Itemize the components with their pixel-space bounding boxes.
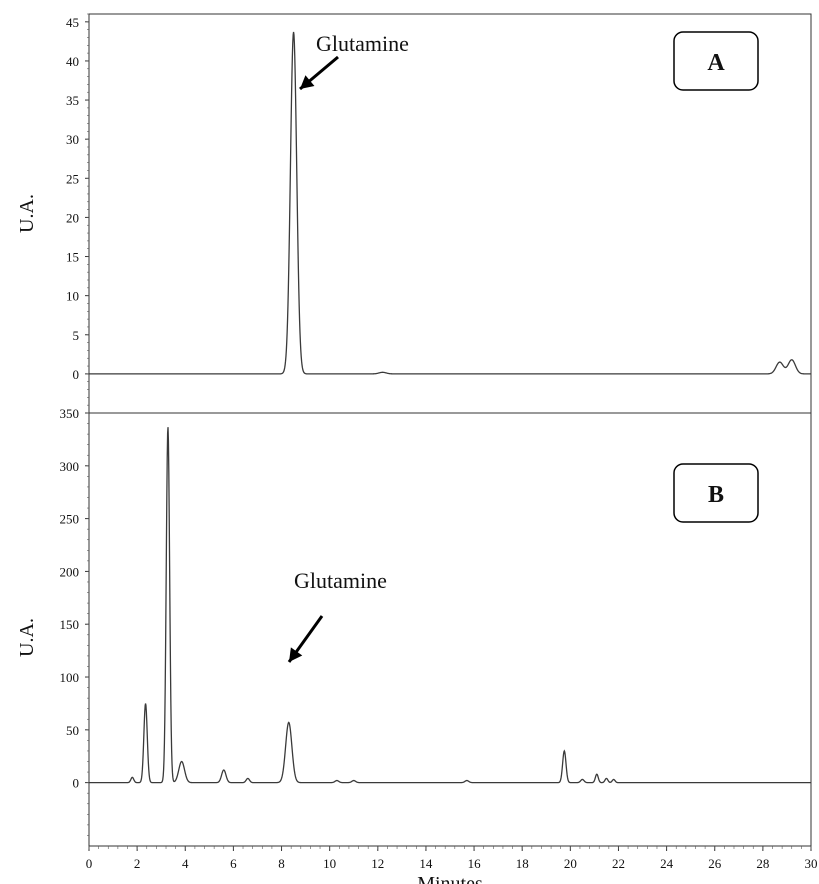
y-tick-label: 5 (73, 328, 80, 343)
y-axis-title: U.A. (16, 194, 38, 233)
panel-a: 0 5 10 15 20 25 30 35 40 45 U.A. Glutamine A (16, 13, 812, 414)
annotation-label: Glutamine (316, 31, 409, 56)
x-tick-label: 22 (612, 856, 625, 871)
annotation-arrow-head (300, 75, 315, 89)
x-tick-label: 24 (660, 856, 674, 871)
x-tick-label: 28 (756, 856, 769, 871)
panel-label-box (673, 463, 759, 523)
x-tick-label: 18 (516, 856, 529, 871)
signal-trace (89, 427, 811, 784)
y-tick-label: 10 (66, 289, 79, 304)
y-tick-label: 250 (60, 512, 80, 527)
y-tick-label: 0 (73, 776, 80, 791)
x-tick-label: 10 (323, 856, 336, 871)
x-tick-label: 26 (708, 856, 722, 871)
y-axis-title: U.A. (16, 618, 38, 657)
x-tick-label: 6 (230, 856, 237, 871)
x-tick-label: 0 (86, 856, 93, 871)
panel-label-box (673, 31, 759, 91)
signal-trace (89, 31, 811, 375)
x-tick-label: 16 (468, 856, 482, 871)
x-tick-label: 12 (371, 856, 384, 871)
y-tick-label: 15 (66, 250, 79, 265)
y-tick-label: 45 (66, 15, 79, 30)
annotation-arrow-head (289, 647, 303, 662)
y-tick-label: 200 (60, 564, 80, 579)
x-tick-label: 4 (182, 856, 189, 871)
y-tick-label: 20 (66, 210, 79, 225)
y-tick-label: 300 (60, 459, 80, 474)
panel-label: A (707, 50, 725, 76)
y-tick-label: 35 (66, 93, 79, 108)
y-tick-label: 40 (66, 54, 79, 69)
y-tick-label: 100 (60, 670, 80, 685)
x-tick-label: 14 (419, 856, 433, 871)
x-tick-label: 30 (805, 856, 818, 871)
panel-label: B (708, 482, 724, 508)
y-tick-label: 0 (73, 367, 80, 382)
x-tick-label: 2 (134, 856, 141, 871)
annotation-label: Glutamine (294, 568, 387, 593)
x-tick-label: 8 (278, 856, 285, 871)
x-axis-title: Minutes (417, 873, 483, 884)
y-tick-label: 350 (60, 406, 80, 421)
x-tick-label: 20 (564, 856, 577, 871)
plot-frame (88, 412, 812, 847)
y-tick-label: 50 (66, 723, 79, 738)
y-tick-label: 30 (66, 132, 79, 147)
y-tick-label: 150 (60, 617, 80, 632)
y-tick-label: 25 (66, 171, 79, 186)
